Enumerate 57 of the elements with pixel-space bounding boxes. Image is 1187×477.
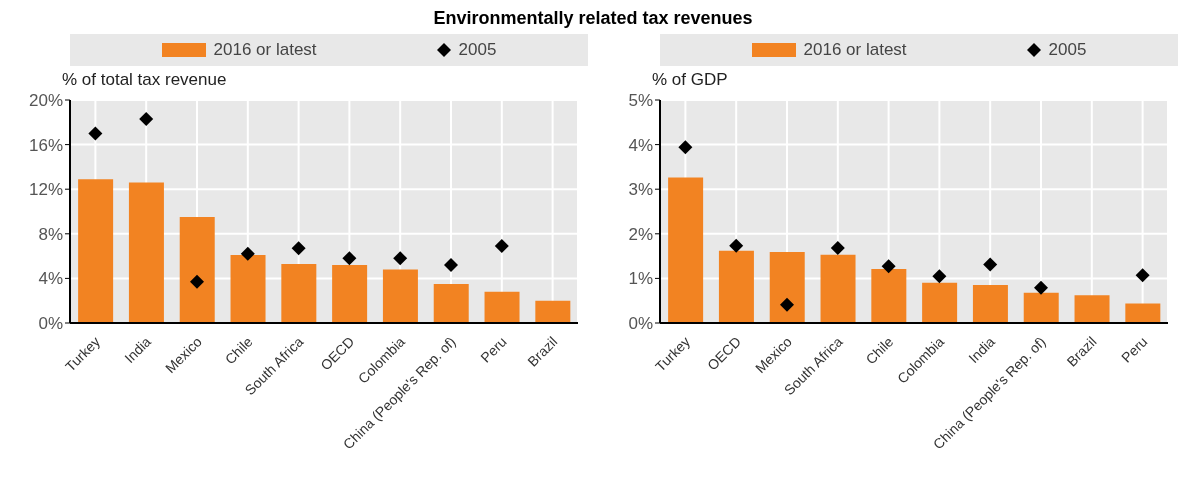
bar xyxy=(922,282,958,323)
y-tick-label: 5% xyxy=(628,91,653,111)
point xyxy=(678,140,693,155)
legend-label: 2016 or latest xyxy=(213,40,317,60)
bar xyxy=(972,285,1008,323)
bar xyxy=(1074,295,1110,323)
chart-title: Environmentally related tax revenues xyxy=(432,8,754,30)
point xyxy=(139,111,154,126)
point xyxy=(830,241,845,256)
y-tick-label: 12% xyxy=(28,180,63,200)
point xyxy=(88,126,103,141)
bar xyxy=(179,217,215,323)
point xyxy=(291,241,306,256)
point xyxy=(444,258,458,273)
bar xyxy=(78,179,114,323)
bar xyxy=(230,254,266,323)
point xyxy=(983,257,998,272)
bar xyxy=(484,291,520,323)
point xyxy=(342,251,357,266)
point xyxy=(190,274,204,289)
point xyxy=(780,297,794,312)
point xyxy=(932,269,947,284)
y-tick-label: 0% xyxy=(38,314,63,334)
point xyxy=(240,246,255,261)
legend-label: 2005 xyxy=(1048,40,1087,60)
bar xyxy=(128,182,164,323)
y-tick-label: 4% xyxy=(628,135,653,155)
bar xyxy=(871,269,907,323)
bar xyxy=(668,177,704,323)
bar xyxy=(1125,303,1161,323)
y-axis-title: % of GDP xyxy=(652,70,729,91)
point xyxy=(1135,268,1150,283)
y-tick-label: 4% xyxy=(38,269,63,289)
bar xyxy=(281,263,317,323)
y-tick-label: 8% xyxy=(38,224,63,244)
bar xyxy=(1023,292,1059,323)
bar xyxy=(535,300,571,323)
bar xyxy=(332,265,368,323)
bar xyxy=(382,269,418,323)
y-tick-label: 0% xyxy=(628,314,653,334)
point xyxy=(494,239,509,254)
y-tick-label: 3% xyxy=(628,180,653,200)
y-axis-title: % of total tax revenue xyxy=(62,70,228,91)
bar xyxy=(769,252,805,323)
point xyxy=(1034,280,1048,295)
bar xyxy=(820,254,856,323)
y-tick-label: 16% xyxy=(28,135,63,155)
bar xyxy=(718,250,754,323)
y-tick-label: 20% xyxy=(28,91,63,111)
legend-label: 2016 or latest xyxy=(803,40,907,60)
point xyxy=(393,251,408,266)
bar xyxy=(433,283,469,323)
y-tick-label: 2% xyxy=(628,224,653,244)
point xyxy=(881,259,896,274)
legend-label: 2005 xyxy=(458,40,497,60)
point xyxy=(729,238,744,253)
y-tick-label: 1% xyxy=(628,269,653,289)
